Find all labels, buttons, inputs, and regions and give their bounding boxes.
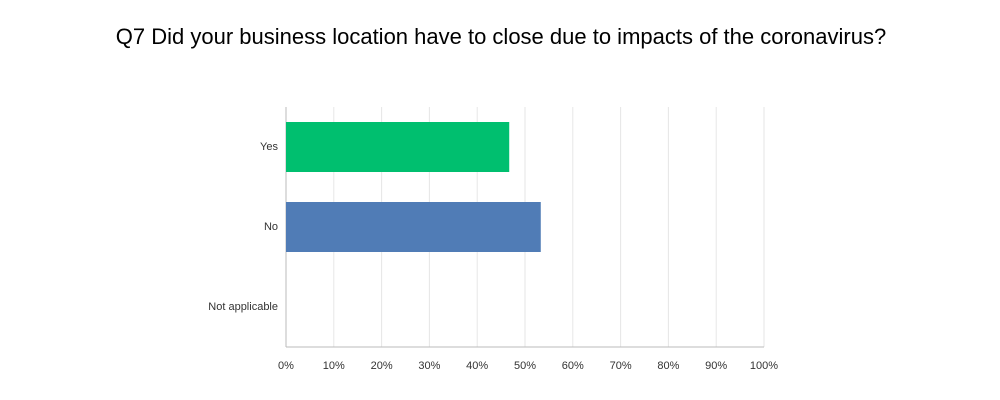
x-tick-label: 80% [657, 360, 679, 372]
x-tick-label: 10% [323, 360, 345, 372]
x-tick-label: 60% [562, 360, 584, 372]
bar [286, 202, 541, 252]
y-tick-label: Yes [260, 141, 278, 153]
x-tick-label: 0% [278, 360, 294, 372]
x-tick-label: 100% [750, 360, 778, 372]
bar [286, 122, 510, 172]
y-tick-label: Not applicable [208, 301, 278, 313]
x-tick-label: 30% [418, 360, 440, 372]
chart-title: Q7 Did your business location have to cl… [116, 24, 886, 49]
x-tick-label: 90% [705, 360, 727, 372]
x-tick-label: 50% [514, 360, 536, 372]
x-tick-label: 70% [610, 360, 632, 372]
x-tick-label: 20% [371, 360, 393, 372]
x-tick-label: 40% [466, 360, 488, 372]
y-tick-label: No [264, 221, 278, 233]
